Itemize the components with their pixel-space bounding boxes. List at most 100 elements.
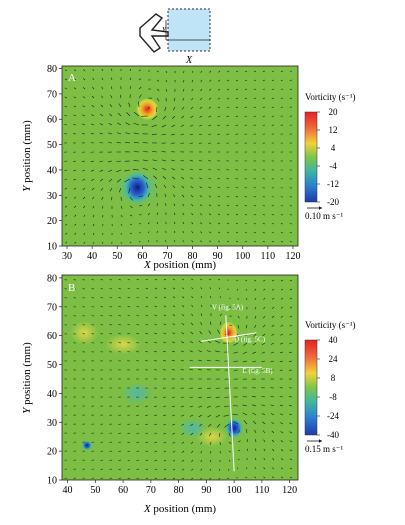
- velocity-vector: [138, 86, 142, 90]
- velocity-vector: [209, 477, 212, 480]
- velocity-vector: [111, 77, 113, 81]
- velocity-vector: [151, 124, 158, 127]
- velocity-vector: [163, 323, 167, 326]
- velocity-vector: [254, 306, 257, 310]
- velocity-vector: [191, 304, 194, 308]
- velocity-vector: [245, 476, 248, 479]
- velocity-vector: [224, 423, 230, 428]
- schematic-x-label: X: [185, 55, 193, 66]
- velocity-vector: [271, 315, 275, 319]
- velocity-vector: [133, 142, 140, 144]
- velocity-vector: [199, 168, 203, 171]
- velocity-vector: [92, 86, 95, 90]
- panel-b-scale-label: 0.15 m s⁻¹: [305, 444, 344, 454]
- velocity-vector: [237, 315, 240, 319]
- velocity-vector: [154, 414, 158, 416]
- velocity-vector: [271, 306, 275, 309]
- velocity-vector: [190, 115, 194, 118]
- velocity-vector: [198, 396, 203, 399]
- velocity-vector: [217, 88, 221, 91]
- velocity-vector: [127, 288, 131, 290]
- velocity-vector: [272, 448, 275, 452]
- measurement-window: [167, 8, 211, 52]
- velocity-vector: [189, 168, 194, 171]
- velocity-vector: [129, 223, 133, 226]
- panel-b-annotation-lines: [189, 315, 262, 472]
- velocity-vector: [226, 231, 230, 234]
- velocity-vector: [151, 133, 158, 135]
- velocity-vector: [109, 306, 113, 308]
- panel-a-colorbar: [304, 111, 318, 203]
- velocity-vector: [235, 204, 239, 207]
- velocity-vector: [83, 223, 86, 226]
- velocity-vector: [102, 241, 104, 244]
- x-tick-label: 90: [201, 485, 211, 496]
- velocity-vector: [74, 241, 77, 244]
- velocity-vector: [263, 448, 266, 452]
- velocity-vector: [254, 476, 257, 479]
- velocity-vector: [208, 115, 212, 118]
- velocity-vector: [109, 288, 113, 290]
- velocity-vector: [73, 169, 77, 172]
- velocity-vector: [73, 178, 77, 181]
- velocity-vector: [208, 97, 212, 100]
- velocity-vector: [142, 167, 149, 171]
- velocity-vector: [208, 169, 212, 171]
- x-tick-label: 60: [137, 251, 147, 262]
- velocity-vector: [253, 88, 257, 91]
- velocity-vector: [208, 186, 212, 189]
- velocity-vector: [126, 112, 131, 117]
- velocity-vector: [210, 450, 212, 454]
- velocity-vector: [289, 306, 293, 309]
- velocity-vector: [64, 160, 68, 162]
- velocity-vector: [145, 432, 149, 435]
- velocity-vector: [217, 213, 221, 216]
- velocity-vector: [190, 331, 194, 335]
- velocity-vector: [181, 450, 185, 453]
- velocity-vector: [280, 306, 284, 309]
- panel-a-colorbar-title: Vorticity (s⁻¹): [305, 92, 356, 102]
- velocity-vector: [199, 204, 203, 207]
- velocity-vector: [254, 429, 257, 434]
- velocity-vector: [289, 297, 293, 300]
- velocity-vector: [163, 296, 167, 299]
- velocity-vector: [190, 203, 194, 207]
- panel-a-x-ticks: 30 40 50 60 70 80 90 100 110 120: [62, 246, 300, 262]
- x-tick-label: 60: [118, 485, 128, 496]
- velocity-vector: [165, 88, 168, 92]
- velocity-vector: [235, 240, 239, 243]
- velocity-vector: [181, 115, 185, 119]
- velocity-vector: [82, 169, 86, 172]
- velocity-vector: [181, 332, 185, 335]
- velocity-vector: [262, 324, 266, 328]
- velocity-vector: [191, 313, 194, 317]
- velocity-vector: [117, 112, 122, 117]
- velocity-vector: [271, 279, 275, 282]
- velocity-vector: [199, 177, 203, 180]
- velocity-vector: [207, 340, 212, 344]
- velocity-vector: [271, 430, 275, 434]
- velocity-vector: [65, 241, 68, 244]
- velocity-vector: [147, 106, 151, 109]
- velocity-vector: [152, 151, 158, 153]
- velocity-vector: [136, 468, 140, 470]
- velocity-vector: [109, 104, 113, 108]
- velocity-vector: [163, 405, 167, 407]
- velocity-vector: [253, 97, 257, 99]
- velocity-vector: [136, 441, 140, 443]
- velocity-vector: [138, 78, 142, 81]
- velocity-vector: [253, 223, 257, 225]
- velocity-vector: [129, 241, 132, 244]
- velocity-vector: [289, 449, 293, 452]
- velocity-vector: [156, 202, 158, 207]
- velocity-vector: [263, 297, 266, 300]
- velocity-vector: [118, 324, 122, 326]
- velocity-vector: [165, 240, 167, 243]
- panel-a-heatmap: [64, 68, 293, 244]
- velocity-vector: [182, 231, 185, 234]
- velocity-vector: [163, 468, 167, 471]
- velocity-vector: [191, 477, 194, 480]
- velocity-vector: [152, 115, 158, 120]
- velocity-vector: [83, 78, 86, 81]
- velocity-vector: [73, 196, 77, 199]
